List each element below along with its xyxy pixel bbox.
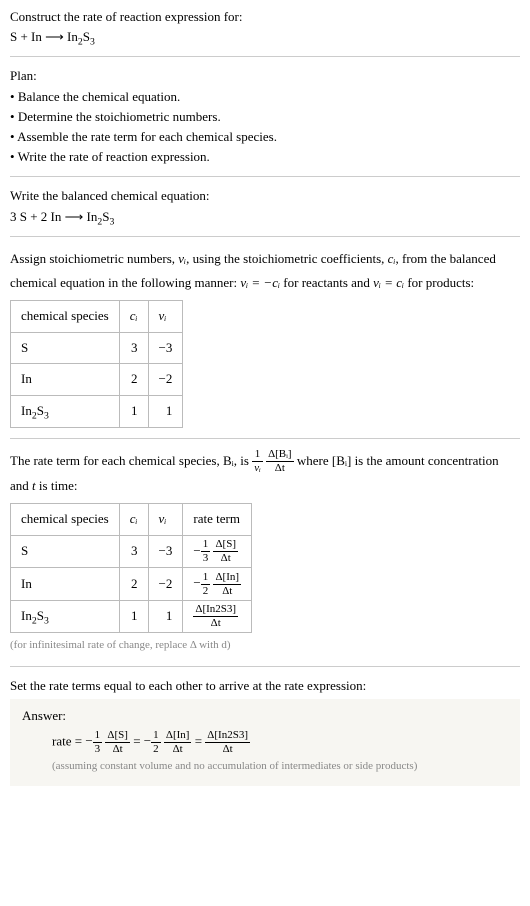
table-row: In 2 −2 [11,364,183,396]
prompt-text: Construct the rate of reaction expressio… [10,8,520,26]
rate-term-cell: −13 Δ[S]Δt [183,535,252,568]
table-header-row: chemical species cᵢ νᵢ rate term [11,504,252,536]
col-rateterm: rate term [183,504,252,536]
nu-val: 1 [148,600,183,633]
col-species: chemical species [11,504,120,536]
rate-footnote: (for infinitesimal rate of change, repla… [10,635,520,656]
c-val: 2 [119,364,148,396]
nu-i: νᵢ [178,251,186,266]
relation: νᵢ = −cᵢ [240,275,280,290]
plan-item-text: Determine the stoichiometric numbers. [18,109,221,124]
species: In2S3 [11,396,120,428]
nu-val: −2 [148,364,183,396]
stoich-intro: Assign stoichiometric numbers, νᵢ, using… [10,251,496,291]
table-row: In2S3 1 1 [11,396,183,428]
final-section: Set the rate terms equal to each other t… [10,677,520,786]
rate-term-cell: Δ[In2S3]Δt [183,600,252,633]
col-nui: νᵢ [148,504,183,536]
plan-section: Plan: • Balance the chemical equation. •… [10,67,520,166]
nu-val: −2 [148,568,183,601]
header-section: Construct the rate of reaction expressio… [10,8,520,46]
species: In2S3 [11,600,120,633]
species: In [11,364,120,396]
answer-label: Answer: [22,707,508,725]
nu-val: −3 [148,332,183,364]
balanced-section: Write the balanced chemical equation: 3 … [10,187,520,225]
table-row: In2S3 1 1 Δ[In2S3]Δt [11,600,252,633]
text: , using the stoichiometric coefficients, [186,251,388,266]
table-header-row: chemical species cᵢ νᵢ [11,301,183,333]
balanced-reaction: 3 S + 2 In ⟶ In2S3 [10,208,520,226]
rate-label: rate = [52,733,85,748]
species: S [11,535,120,568]
col-ci: cᵢ [119,301,148,333]
col-ci: cᵢ [119,504,148,536]
unbalanced-reaction: S + In ⟶ In2S3 [10,28,520,46]
c-val: 2 [119,568,148,601]
divider [10,176,520,177]
rateterm-intro: The rate term for each chemical species,… [10,449,520,499]
text: for products: [404,275,474,290]
text: for reactants and [280,275,373,290]
c-val: 3 [119,535,148,568]
col-nui: νᵢ [148,301,183,333]
plan-item-text: Assemble the rate term for each chemical… [17,129,277,144]
plan-item: • Determine the stoichiometric numbers. [10,108,520,126]
text: , is [234,453,252,468]
c-val: 3 [119,332,148,364]
rateterm-table: chemical species cᵢ νᵢ rate term S 3 −3 … [10,503,252,633]
nu-val: 1 [148,396,183,428]
c-val: 1 [119,396,148,428]
relation: νᵢ = cᵢ [373,275,404,290]
plan-item: • Assemble the rate term for each chemic… [10,128,520,146]
species: In [11,568,120,601]
table-row: In 2 −2 −12 Δ[In]Δt [11,568,252,601]
nu-val: −3 [148,535,183,568]
c-i: cᵢ [388,251,396,266]
rate-term-cell: −12 Δ[In]Δt [183,568,252,601]
divider [10,236,520,237]
plan-item-text: Write the rate of reaction expression. [18,149,210,164]
fraction: Δ[Bᵢ]Δt [266,449,294,474]
text: is time: [36,478,78,493]
divider [10,56,520,57]
final-title: Set the rate terms equal to each other t… [10,677,520,695]
rateterm-section: The rate term for each chemical species,… [10,449,520,656]
divider [10,666,520,667]
fraction: 1νᵢ [252,449,263,474]
plan-item: • Balance the chemical equation. [10,88,520,106]
plan-item: • Write the rate of reaction expression. [10,148,520,166]
bi: Bᵢ [223,453,234,468]
divider [10,438,520,439]
text: Assign stoichiometric numbers, [10,251,178,266]
assumption-note: (assuming constant volume and no accumul… [52,759,508,774]
table-row: S 3 −3 −13 Δ[S]Δt [11,535,252,568]
table-row: S 3 −3 [11,332,183,364]
balanced-title: Write the balanced chemical equation: [10,187,520,205]
stoich-table: chemical species cᵢ νᵢ S 3 −3 In 2 −2 In… [10,300,183,428]
rate-expression: rate = −13 Δ[S]Δt = −12 Δ[In]Δt = Δ[In2S… [52,730,508,755]
species: S [11,332,120,364]
c-val: 1 [119,600,148,633]
answer-box: Answer: rate = −13 Δ[S]Δt = −12 Δ[In]Δt … [10,699,520,786]
text: The rate term for each chemical species, [10,453,223,468]
col-species: chemical species [11,301,120,333]
plan-item-text: Balance the chemical equation. [18,89,180,104]
stoich-section: Assign stoichiometric numbers, νᵢ, using… [10,247,520,428]
plan-title: Plan: [10,67,520,85]
